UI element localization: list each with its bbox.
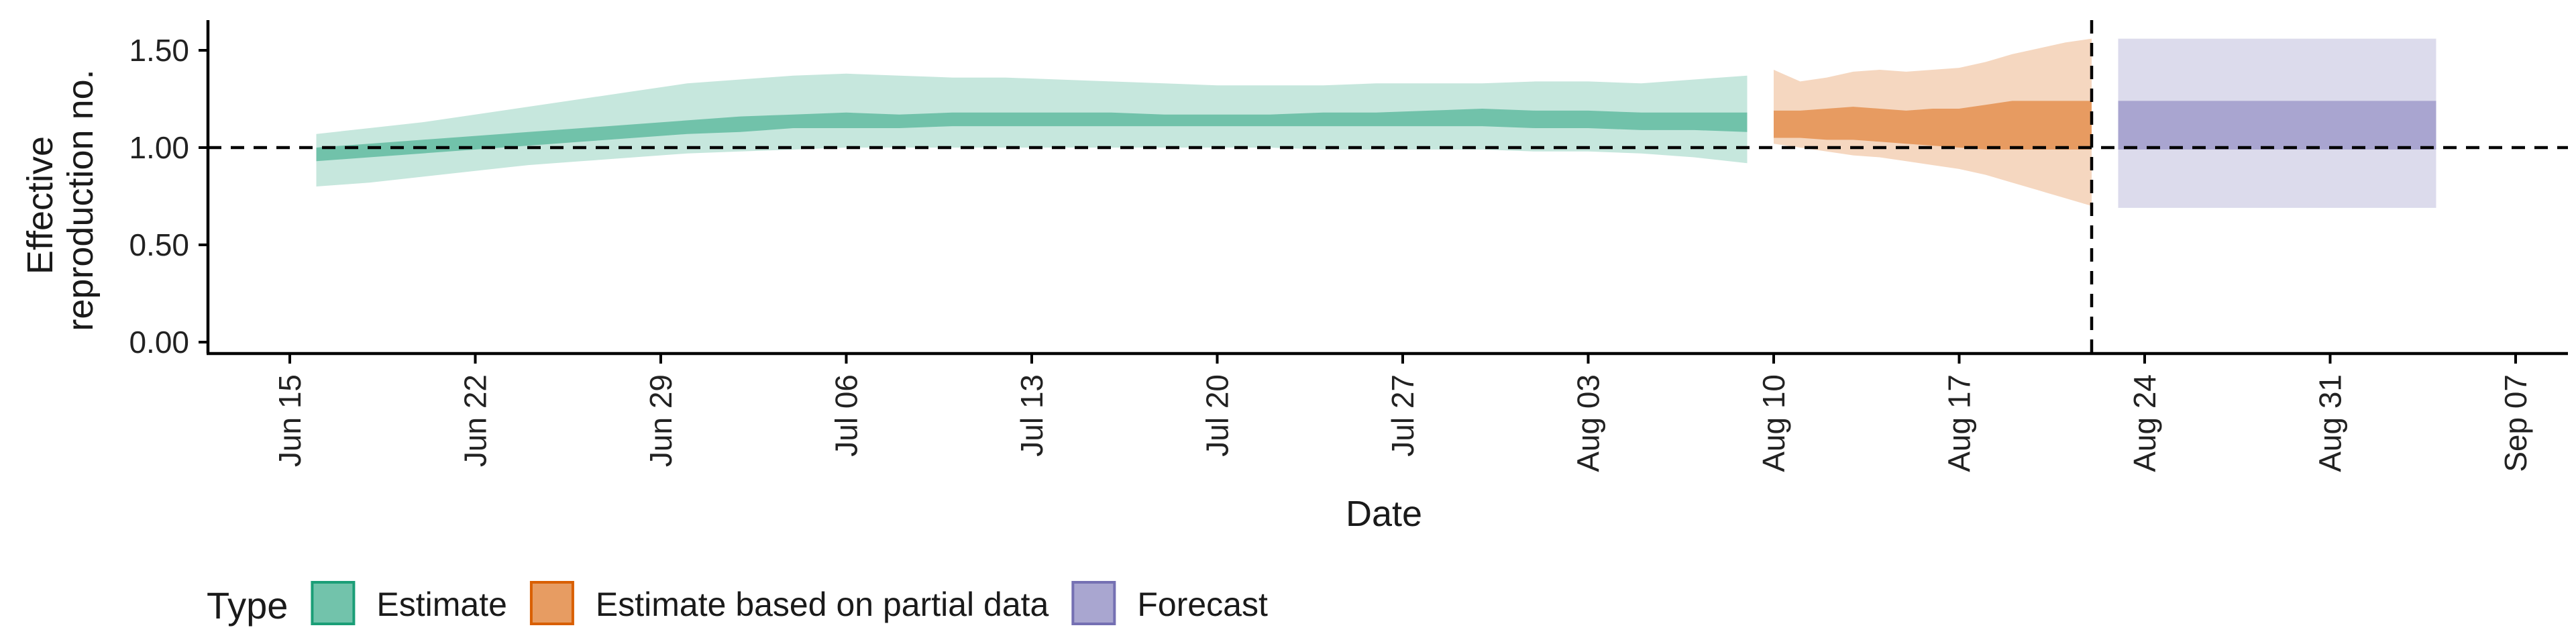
x-tick-label: Jun 22 <box>458 374 493 467</box>
y-axis-title: Effective reproduction no. <box>20 69 101 331</box>
estimate-based-on-partial-data-legend-label: Estimate based on partial data <box>596 586 1049 623</box>
x-tick-label: Jun 15 <box>272 374 307 467</box>
x-axis-ticks: Jun 15 Jun 22 Jun 29 Jul 06 Jul 13 Jul 20 Jul … <box>272 354 2533 472</box>
estimate-legend-key <box>311 581 356 625</box>
forecast-legend-label: Forecast <box>1137 586 1268 623</box>
y-axis-title-line-2: reproduction no. <box>60 69 101 331</box>
x-axis-title: Date <box>1346 494 1422 534</box>
x-tick-label: Sep 07 <box>2498 374 2533 472</box>
estimate-50pct-band <box>316 109 1748 162</box>
y-axis-title-line-1: Effective <box>20 136 60 274</box>
forecast-50pct-band <box>2118 101 2436 150</box>
estimate-legend-label: Estimate <box>376 586 507 623</box>
x-tick-label: Aug 17 <box>1942 374 1977 472</box>
credible-interval-bands <box>316 38 2436 208</box>
x-tick-label: Jul 20 <box>1200 374 1235 457</box>
y-tick-label: 0.50 <box>129 227 189 262</box>
estimate-based-on-partial-data-50pct-band <box>1774 101 2092 150</box>
forecast-legend-key <box>1071 581 1116 625</box>
x-tick-label: Jun 29 <box>643 374 678 467</box>
x-tick-label: Aug 31 <box>2313 374 2348 472</box>
y-tick-label: 1.50 <box>129 33 189 68</box>
x-tick-label: Aug 24 <box>2127 374 2162 472</box>
legend-title: Type <box>207 584 288 627</box>
y-tick-label: 0.00 <box>129 325 189 360</box>
reference-lines <box>208 20 2568 354</box>
estimate-based-on-partial-data-legend-key <box>529 581 574 625</box>
y-axis-ticks: 0.00 0.50 1.00 1.50 <box>129 33 208 360</box>
x-tick-label: Jul 27 <box>1385 374 1420 457</box>
x-tick-label: Aug 03 <box>1571 374 1606 472</box>
x-tick-label: Jul 13 <box>1014 374 1049 457</box>
estimate-90pct-band <box>316 73 1748 186</box>
y-tick-label: 1.00 <box>129 130 189 165</box>
x-tick-label: Aug 10 <box>1756 374 1791 472</box>
legend: Type Estimate Estimate based on partial d… <box>207 581 1268 627</box>
legend-items: Estimate Estimate based on partial data Fo… <box>311 581 1268 625</box>
x-tick-label: Jul 06 <box>829 374 864 457</box>
axes <box>206 20 2568 356</box>
